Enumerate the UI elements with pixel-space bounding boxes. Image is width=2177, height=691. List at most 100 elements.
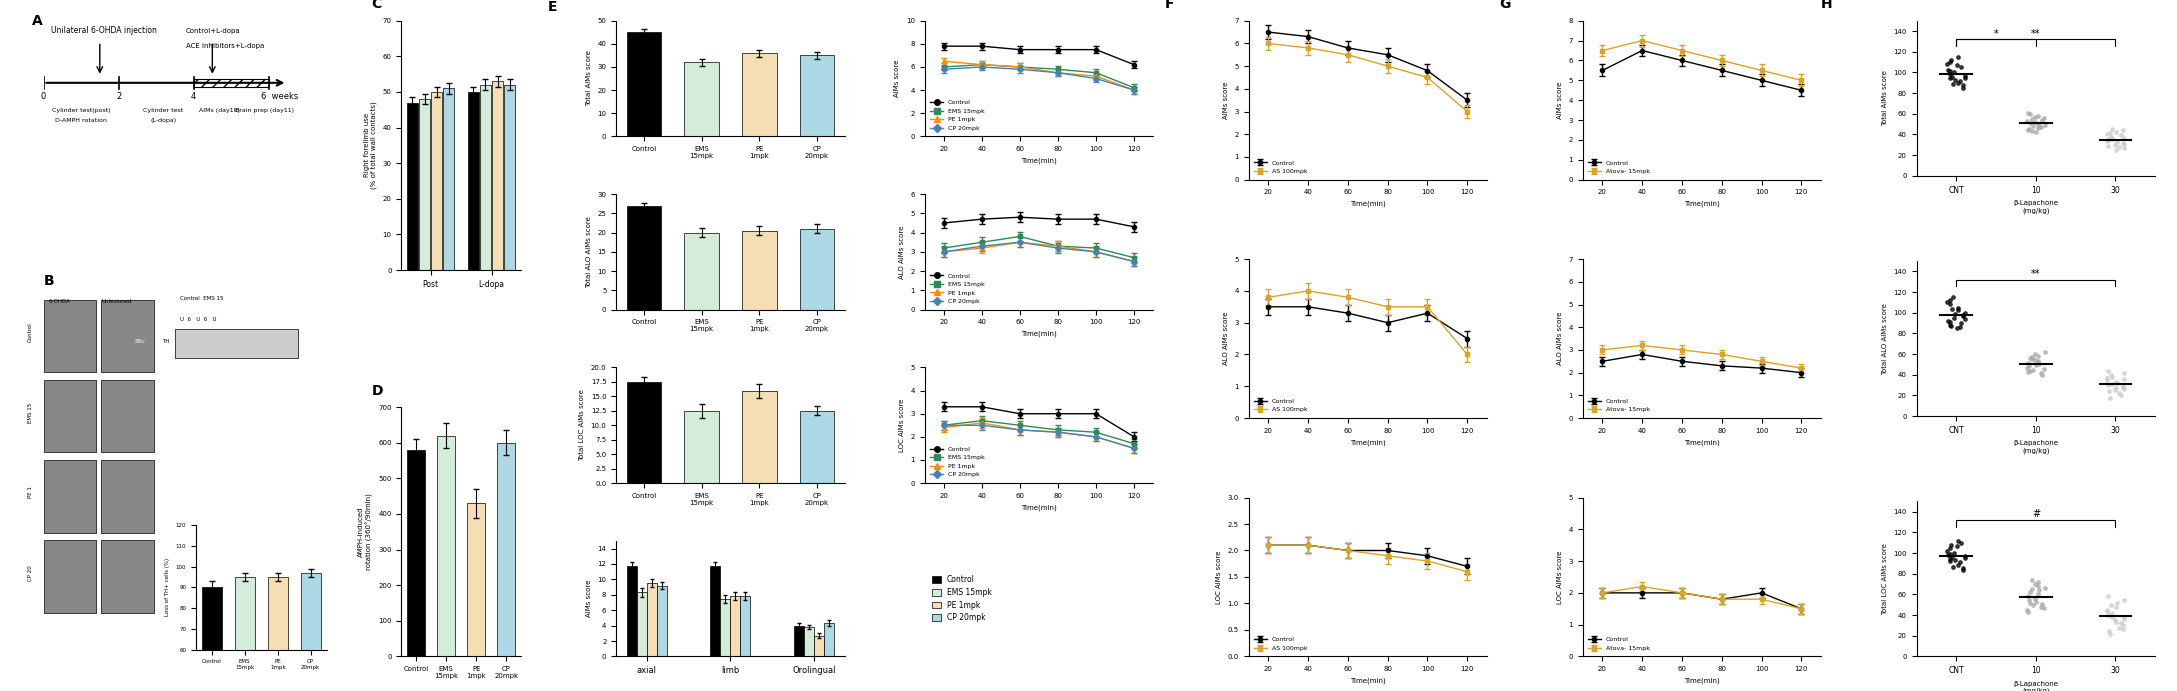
Point: [2103, 130, 2138, 141]
Point: [2092, 625, 2127, 636]
Point: [2012, 124, 2046, 135]
Point: [2016, 364, 2051, 375]
Text: D: D: [372, 384, 383, 398]
Point: [1948, 72, 1983, 83]
Point: [2014, 126, 2049, 137]
Point: [1944, 537, 1979, 548]
Point: [2018, 593, 2053, 604]
Y-axis label: AIMs score: AIMs score: [586, 580, 592, 617]
Point: [2099, 617, 2133, 628]
Text: C: C: [372, 0, 381, 11]
Point: [1942, 75, 1977, 86]
Bar: [740, 596, 751, 656]
Point: [2094, 607, 2129, 618]
Text: EMS 15: EMS 15: [28, 402, 33, 423]
Point: [2107, 373, 2142, 384]
Bar: [803, 627, 814, 656]
Legend: Control, EMS 15mpk, PE 1mpk, CP 20mpk: Control, EMS 15mpk, PE 1mpk, CP 20mpk: [927, 97, 986, 133]
Point: [2099, 377, 2133, 388]
Point: [2020, 580, 2055, 591]
Point: [2105, 381, 2140, 392]
Point: [2094, 612, 2129, 623]
Bar: [194, 79, 268, 87]
Point: [1938, 67, 1972, 78]
Text: H: H: [1822, 0, 1833, 11]
Point: [1946, 82, 1981, 93]
Point: [2092, 628, 2127, 639]
Point: [1942, 304, 1977, 315]
Point: [2027, 113, 2062, 124]
Point: [2018, 127, 2053, 138]
Legend: Control, EMS 15mpk, PE 1mpk, CP 20mpk: Control, EMS 15mpk, PE 1mpk, CP 20mpk: [927, 572, 995, 625]
Y-axis label: Total ALO AIMs score: Total ALO AIMs score: [586, 216, 592, 288]
Point: [1944, 318, 1979, 329]
Point: [2105, 125, 2140, 136]
Y-axis label: AMPH-induced
rotation (360°/90min): AMPH-induced rotation (360°/90min): [359, 493, 372, 570]
Text: **: **: [2031, 28, 2040, 39]
Point: [2014, 574, 2049, 585]
Point: [1942, 322, 1977, 333]
Point: [2009, 591, 2044, 602]
Point: [1944, 61, 1979, 73]
Y-axis label: AIMs score: AIMs score: [1223, 82, 1228, 119]
Point: [1942, 302, 1977, 313]
Text: Control: Control: [28, 323, 33, 342]
Bar: [742, 390, 777, 483]
Bar: [431, 92, 442, 270]
Text: AIMs (day10): AIMs (day10): [200, 108, 239, 113]
Point: [1942, 560, 1977, 571]
Point: [1946, 564, 1981, 575]
Point: [1948, 307, 1983, 319]
Y-axis label: AIMs score: AIMs score: [895, 60, 901, 97]
Bar: [799, 55, 834, 136]
Point: [2105, 623, 2140, 634]
Point: [1931, 65, 1966, 76]
Point: [2101, 136, 2136, 147]
Point: [1946, 79, 1981, 91]
Text: SNc: SNc: [135, 339, 146, 344]
Point: [1940, 323, 1975, 334]
Point: [2099, 383, 2133, 394]
Point: [2025, 601, 2059, 612]
Bar: [268, 577, 287, 691]
Bar: [102, 299, 155, 372]
Text: Unlesioned: Unlesioned: [102, 299, 133, 304]
Point: [2094, 371, 2129, 382]
Point: [2092, 128, 2127, 139]
Bar: [174, 329, 298, 358]
Point: [2014, 108, 2049, 120]
Text: 2: 2: [115, 93, 122, 102]
Point: [2009, 125, 2044, 136]
Point: [2105, 381, 2140, 392]
Point: [1933, 539, 1968, 550]
Text: 4: 4: [192, 93, 196, 102]
Point: [1946, 310, 1981, 321]
Point: [2014, 584, 2049, 595]
Text: (L-dopa): (L-dopa): [150, 118, 176, 123]
Bar: [44, 299, 96, 372]
Point: [2107, 594, 2142, 605]
Text: #: #: [2031, 509, 2040, 519]
Bar: [505, 85, 516, 270]
Point: [2014, 352, 2049, 363]
Point: [2099, 127, 2133, 138]
Point: [2107, 367, 2142, 378]
Text: D-AMPH rotation: D-AMPH rotation: [54, 118, 107, 123]
Point: [2020, 350, 2055, 361]
Point: [2027, 363, 2062, 374]
Point: [2101, 377, 2136, 388]
Point: [2094, 133, 2129, 144]
Y-axis label: Loss of TH+ cells (%): Loss of TH+ cells (%): [165, 558, 170, 616]
Bar: [814, 636, 825, 656]
Y-axis label: LOC AIMs score: LOC AIMs score: [899, 399, 906, 452]
Point: [2094, 369, 2129, 380]
Bar: [710, 565, 721, 656]
Point: [2016, 599, 2051, 610]
Point: [1938, 308, 1972, 319]
Bar: [444, 88, 455, 270]
Bar: [418, 99, 431, 270]
Point: [2027, 120, 2062, 131]
Text: B: B: [44, 274, 54, 288]
Bar: [799, 229, 834, 310]
Bar: [44, 540, 96, 613]
